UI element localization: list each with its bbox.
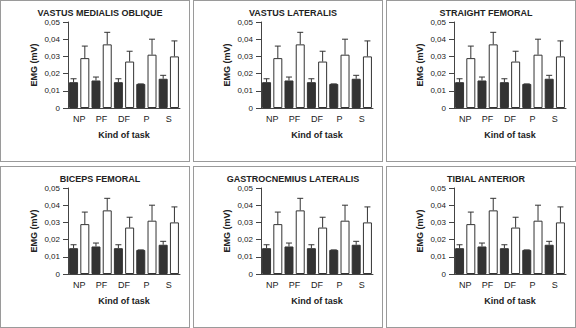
svg-text:NP: NP bbox=[73, 280, 86, 290]
svg-text:EMG (mV): EMG (mV) bbox=[415, 209, 425, 252]
svg-text:P: P bbox=[336, 114, 342, 124]
svg-text:0,02: 0,02 bbox=[430, 235, 446, 244]
svg-text:P: P bbox=[143, 280, 149, 290]
svg-text:EMG (mV): EMG (mV) bbox=[222, 209, 232, 252]
svg-text:Kind of task: Kind of task bbox=[291, 296, 343, 306]
svg-text:0: 0 bbox=[442, 104, 447, 113]
svg-text:EMG (mV): EMG (mV) bbox=[222, 43, 232, 86]
svg-text:0,05: 0,05 bbox=[430, 184, 446, 193]
svg-text:0,05: 0,05 bbox=[237, 184, 253, 193]
svg-text:0,03: 0,03 bbox=[44, 218, 60, 227]
svg-text:BICEPS FEMORAL: BICEPS FEMORAL bbox=[60, 174, 141, 184]
svg-text:PF: PF bbox=[96, 280, 108, 290]
svg-text:0: 0 bbox=[249, 104, 254, 113]
svg-text:NP: NP bbox=[73, 114, 86, 124]
svg-text:0,04: 0,04 bbox=[44, 201, 60, 210]
svg-text:NP: NP bbox=[266, 280, 279, 290]
svg-text:P: P bbox=[143, 114, 149, 124]
svg-text:0,04: 0,04 bbox=[237, 35, 253, 44]
svg-text:0,01: 0,01 bbox=[430, 252, 446, 261]
svg-text:0: 0 bbox=[56, 104, 61, 113]
svg-text:S: S bbox=[359, 114, 365, 124]
svg-text:S: S bbox=[166, 114, 172, 124]
svg-text:DF: DF bbox=[504, 114, 516, 124]
svg-text:0,02: 0,02 bbox=[44, 69, 60, 78]
svg-text:0,03: 0,03 bbox=[430, 52, 446, 61]
svg-text:NP: NP bbox=[266, 114, 279, 124]
svg-text:EMG (mV): EMG (mV) bbox=[29, 209, 39, 252]
svg-text:EMG (mV): EMG (mV) bbox=[415, 43, 425, 86]
svg-text:NP: NP bbox=[459, 114, 472, 124]
svg-text:0,05: 0,05 bbox=[237, 18, 253, 27]
svg-text:DF: DF bbox=[118, 280, 130, 290]
svg-text:0,05: 0,05 bbox=[430, 18, 446, 27]
svg-text:0,03: 0,03 bbox=[237, 218, 253, 227]
svg-text:VASTUS MEDIALIS OBLIQUE: VASTUS MEDIALIS OBLIQUE bbox=[38, 8, 163, 18]
svg-text:STRAIGHT FEMORAL: STRAIGHT FEMORAL bbox=[440, 8, 533, 18]
svg-text:0,04: 0,04 bbox=[44, 35, 60, 44]
svg-text:0: 0 bbox=[442, 270, 447, 279]
svg-text:S: S bbox=[359, 280, 365, 290]
svg-text:0,05: 0,05 bbox=[44, 18, 60, 27]
svg-text:P: P bbox=[529, 114, 535, 124]
svg-text:0,04: 0,04 bbox=[430, 35, 446, 44]
svg-text:0: 0 bbox=[56, 270, 61, 279]
svg-text:PF: PF bbox=[482, 114, 494, 124]
svg-text:S: S bbox=[552, 114, 558, 124]
svg-text:Kind of task: Kind of task bbox=[484, 130, 536, 140]
svg-text:0,01: 0,01 bbox=[237, 86, 253, 95]
svg-text:0,04: 0,04 bbox=[430, 201, 446, 210]
svg-text:0,01: 0,01 bbox=[44, 86, 60, 95]
svg-text:0,05: 0,05 bbox=[44, 184, 60, 193]
svg-text:DF: DF bbox=[311, 280, 323, 290]
svg-text:DF: DF bbox=[504, 280, 516, 290]
svg-text:GASTROCNEMIUS LATERALIS: GASTROCNEMIUS LATERALIS bbox=[227, 174, 359, 184]
svg-text:P: P bbox=[336, 280, 342, 290]
svg-text:0,01: 0,01 bbox=[430, 86, 446, 95]
svg-text:0,02: 0,02 bbox=[237, 235, 253, 244]
svg-text:0: 0 bbox=[249, 270, 254, 279]
svg-text:DF: DF bbox=[118, 114, 130, 124]
svg-text:0,01: 0,01 bbox=[237, 252, 253, 261]
svg-text:0,02: 0,02 bbox=[430, 69, 446, 78]
svg-text:Kind of task: Kind of task bbox=[98, 130, 150, 140]
svg-text:Kind of task: Kind of task bbox=[98, 296, 150, 306]
svg-text:TIBIAL ANTERIOR: TIBIAL ANTERIOR bbox=[447, 174, 525, 184]
svg-text:0,03: 0,03 bbox=[430, 218, 446, 227]
svg-text:S: S bbox=[166, 280, 172, 290]
svg-text:0,03: 0,03 bbox=[237, 52, 253, 61]
svg-text:P: P bbox=[529, 280, 535, 290]
svg-text:VASTUS LATERALIS: VASTUS LATERALIS bbox=[249, 8, 337, 18]
svg-text:NP: NP bbox=[459, 280, 472, 290]
svg-text:0,02: 0,02 bbox=[44, 235, 60, 244]
svg-text:EMG (mV): EMG (mV) bbox=[29, 43, 39, 86]
svg-text:PF: PF bbox=[482, 280, 494, 290]
svg-text:DF: DF bbox=[311, 114, 323, 124]
svg-text:0,02: 0,02 bbox=[237, 69, 253, 78]
svg-text:S: S bbox=[552, 280, 558, 290]
svg-text:0,04: 0,04 bbox=[237, 201, 253, 210]
svg-text:PF: PF bbox=[96, 114, 108, 124]
svg-text:Kind of task: Kind of task bbox=[291, 130, 343, 140]
svg-text:0,03: 0,03 bbox=[44, 52, 60, 61]
svg-text:PF: PF bbox=[289, 114, 301, 124]
svg-text:0,01: 0,01 bbox=[44, 252, 60, 261]
svg-text:PF: PF bbox=[289, 280, 301, 290]
svg-text:Kind of task: Kind of task bbox=[484, 296, 536, 306]
